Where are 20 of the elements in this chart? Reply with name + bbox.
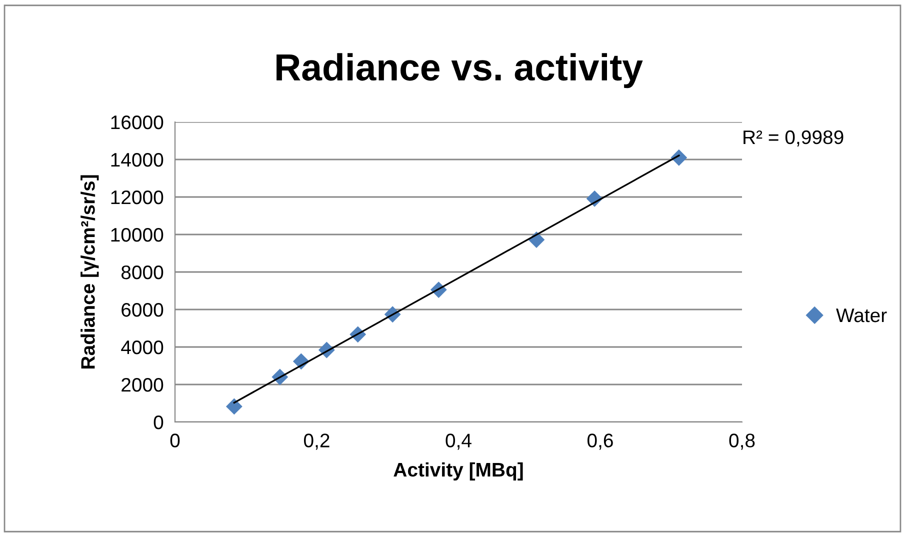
x-axis-title: Activity [MBq] [394,462,523,480]
legend-label: Water [836,308,887,322]
y-tick-label: 6000 [122,302,164,317]
x-tick-label: 0,8 [729,434,755,450]
y-tick-label: 4000 [121,340,164,354]
point [226,398,242,415]
text: R² = 0,9989 [744,130,844,146]
y-tick-label: 14000 [111,152,164,167]
x-tick-label: 0,6 [587,434,613,450]
y-tick-label: 16000 [111,115,164,130]
y-tick-label: 8000 [121,265,164,280]
y-tick-label: 10000 [111,228,164,242]
y-tick-label: 0 [154,415,164,430]
x-tick-label: 0,2 [304,434,330,450]
x-tick-label: 0,4 [446,434,472,450]
y-axis-title: Radiance [γ/cm²/sr/s] [80,175,99,368]
y-tick-label: 2000 [122,378,164,392]
x-tick-label: 0 [170,434,180,448]
y-tick-label: 12000 [111,190,164,204]
chart-title: Radiance vs. activity [276,53,643,88]
